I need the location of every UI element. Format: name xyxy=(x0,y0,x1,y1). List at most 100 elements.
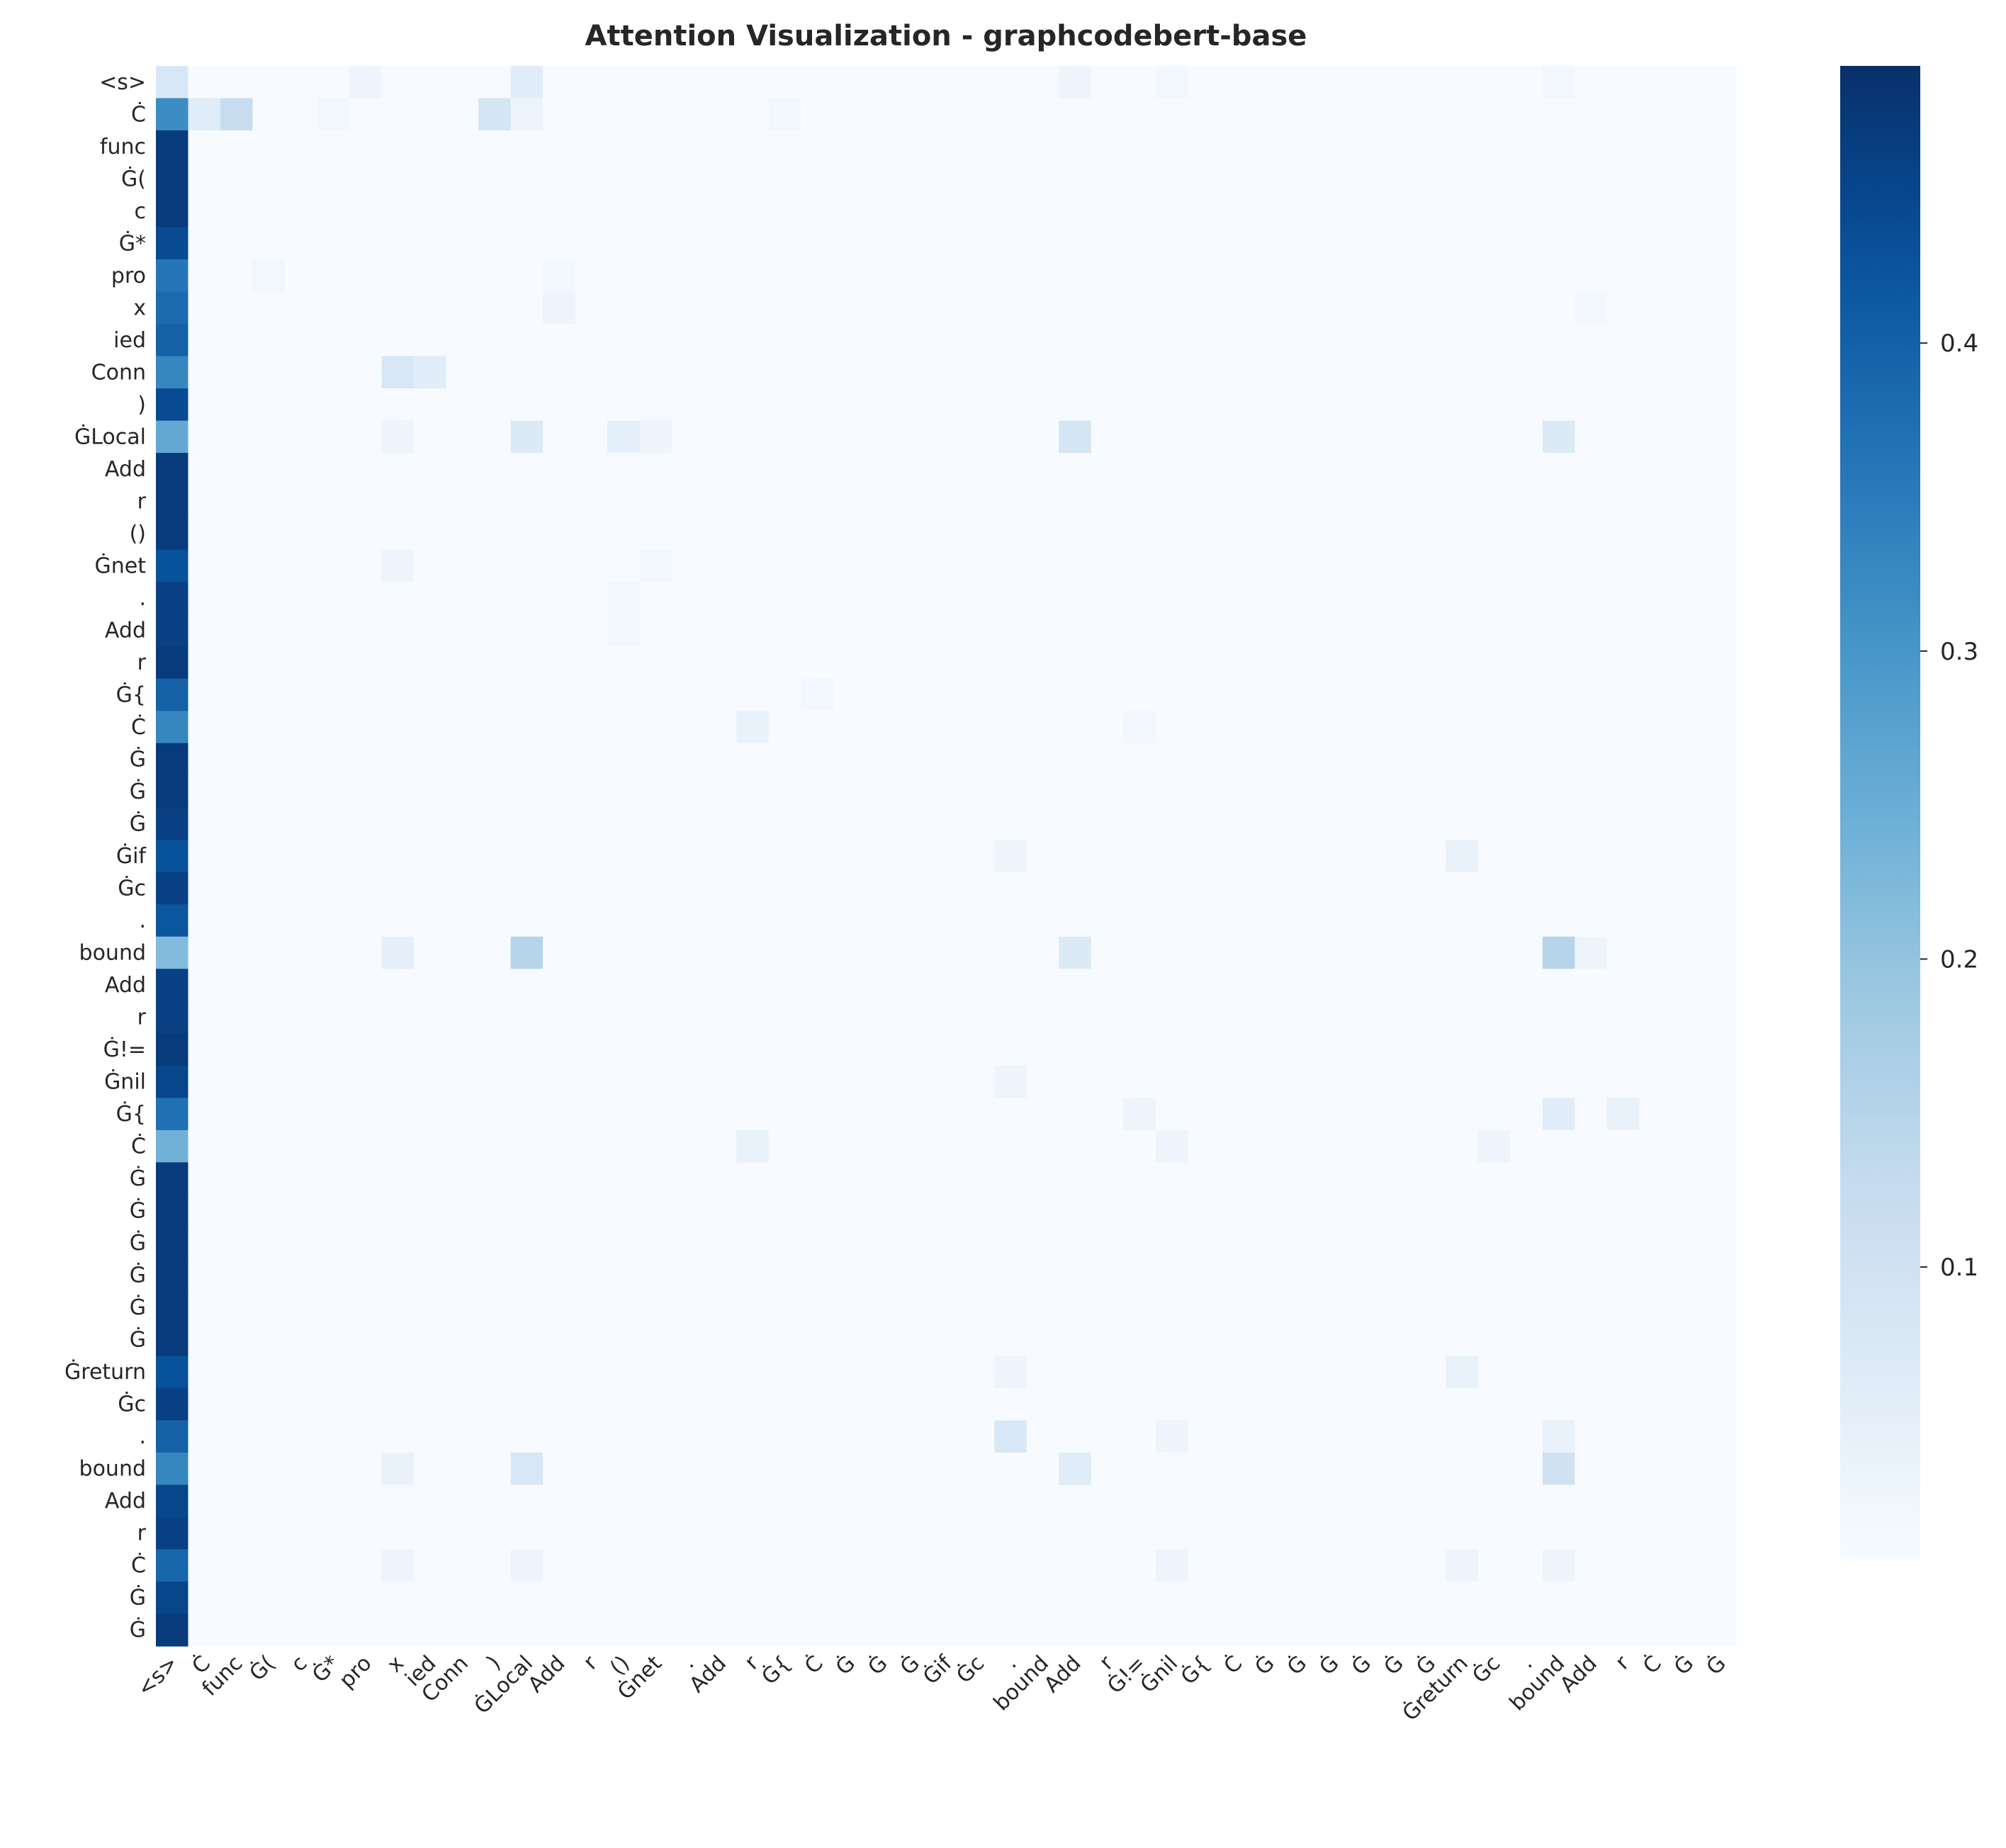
heatmap-cell xyxy=(607,259,641,293)
heatmap-cell xyxy=(1446,1227,1479,1260)
heatmap-cell xyxy=(1026,1033,1059,1066)
heatmap-cell xyxy=(317,1356,350,1389)
heatmap-cell xyxy=(1317,743,1350,776)
heatmap-cell xyxy=(801,453,834,486)
colorbar-tick-label: 0.3 xyxy=(1940,638,1978,666)
heatmap-cell xyxy=(1219,1452,1253,1486)
heatmap-cell xyxy=(639,485,672,518)
heatmap-cell xyxy=(736,1001,770,1034)
heatmap-cell xyxy=(736,711,770,744)
heatmap-cell xyxy=(1703,969,1737,1002)
heatmap-cell xyxy=(1188,614,1221,647)
heatmap-cell xyxy=(1123,1033,1156,1066)
heatmap-cell xyxy=(962,969,995,1002)
heatmap-cell xyxy=(672,1001,705,1034)
heatmap-cell xyxy=(801,969,834,1002)
heatmap-cell xyxy=(1413,66,1447,99)
heatmap-cell xyxy=(1284,227,1317,260)
heatmap-cell xyxy=(865,1227,898,1260)
heatmap-cell xyxy=(736,582,770,615)
heatmap-cell xyxy=(1091,743,1124,776)
heatmap-cell xyxy=(1510,904,1543,937)
heatmap-cell xyxy=(188,807,221,840)
heatmap-cell xyxy=(1123,227,1156,260)
heatmap-cell xyxy=(1639,711,1672,744)
heatmap-cell xyxy=(1155,614,1188,647)
heatmap-cell xyxy=(833,1516,866,1550)
heatmap-cell xyxy=(1188,453,1221,486)
heatmap-cell xyxy=(672,1484,705,1518)
heatmap-cell xyxy=(414,711,447,744)
x-tick-label: Ġ xyxy=(1282,1650,1312,1680)
heatmap-cell xyxy=(962,420,995,453)
heatmap-cell xyxy=(607,1129,641,1163)
heatmap-cell xyxy=(446,1033,479,1066)
heatmap-cell xyxy=(1317,1129,1350,1163)
x-tick-label: Ġreturn xyxy=(1397,1650,1472,1725)
heatmap-cell xyxy=(704,1129,737,1163)
heatmap-cell xyxy=(188,711,221,744)
heatmap-cell xyxy=(1381,1484,1414,1518)
heatmap-cell xyxy=(1219,1516,1253,1550)
heatmap-cell xyxy=(1477,1516,1511,1550)
heatmap-cell xyxy=(801,1581,834,1615)
heatmap-cell xyxy=(1477,646,1511,680)
y-tick-labels: <s>ĊfuncĠ(cĠ*proxiedConn)ĠLocalAddr()Ġne… xyxy=(64,70,147,1643)
heatmap-cell xyxy=(1671,840,1705,873)
heatmap-cell xyxy=(607,453,641,486)
heatmap-cell xyxy=(156,1516,189,1550)
heatmap-cell xyxy=(1091,1323,1124,1357)
heatmap-cell xyxy=(510,1033,543,1066)
heatmap-cell xyxy=(1671,324,1705,357)
heatmap-cell xyxy=(1703,162,1737,196)
heatmap-cell xyxy=(994,1613,1027,1647)
heatmap-cell xyxy=(736,1581,770,1615)
heatmap-cell xyxy=(1219,259,1253,293)
heatmap-cell xyxy=(1252,840,1285,873)
heatmap-cell xyxy=(1348,872,1382,905)
heatmap-cell xyxy=(962,807,995,840)
heatmap-cell xyxy=(833,1291,866,1324)
heatmap-cell xyxy=(1188,678,1221,711)
heatmap-cell xyxy=(639,678,672,711)
heatmap-cell xyxy=(349,162,383,196)
heatmap-cell xyxy=(736,872,770,905)
heatmap-cell xyxy=(1606,259,1640,293)
heatmap-cell xyxy=(349,1420,383,1453)
heatmap-cell xyxy=(1348,259,1382,293)
heatmap-cell xyxy=(1477,1613,1511,1647)
heatmap-cell xyxy=(446,840,479,873)
heatmap-cell xyxy=(607,1227,641,1260)
heatmap-cell xyxy=(220,1549,254,1582)
heatmap-cell xyxy=(672,324,705,357)
heatmap-cell xyxy=(639,130,672,164)
heatmap-cell xyxy=(1348,388,1382,422)
heatmap-cell xyxy=(381,259,415,293)
heatmap-cell xyxy=(930,646,963,680)
heatmap-cells xyxy=(156,66,1737,1647)
heatmap-cell xyxy=(285,1613,318,1647)
heatmap-cell xyxy=(1091,291,1124,325)
heatmap-cell xyxy=(510,1420,543,1453)
heatmap-cell xyxy=(1026,66,1059,99)
heatmap-cell xyxy=(833,1323,866,1357)
heatmap-cell xyxy=(349,1129,383,1163)
heatmap-cell xyxy=(156,1291,189,1324)
heatmap-cell xyxy=(1574,646,1608,680)
heatmap-cell xyxy=(1091,1001,1124,1034)
heatmap-cell xyxy=(220,807,254,840)
heatmap-cell xyxy=(1059,872,1092,905)
heatmap-cell xyxy=(1252,1452,1285,1486)
heatmap-cell xyxy=(1510,840,1543,873)
heatmap-cell xyxy=(768,1065,801,1098)
heatmap-cell xyxy=(1381,1033,1414,1066)
heatmap-cell xyxy=(1542,1065,1576,1098)
heatmap-cell xyxy=(994,807,1027,840)
heatmap-cell xyxy=(897,1323,930,1357)
heatmap-cell xyxy=(1477,614,1511,647)
heatmap-cell xyxy=(446,1162,479,1195)
heatmap-cell xyxy=(252,66,286,99)
heatmap-cell xyxy=(156,66,189,99)
y-tick-label: Ġ xyxy=(130,1165,146,1191)
heatmap-cell xyxy=(1413,1162,1447,1195)
